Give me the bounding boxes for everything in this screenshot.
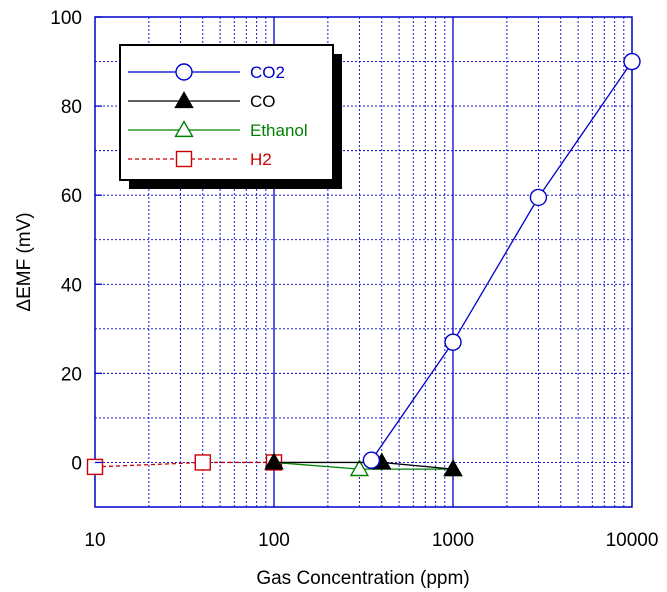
- y-tick-label: 40: [61, 275, 82, 296]
- legend-marker: [174, 91, 194, 109]
- x-tick-label: 100: [258, 530, 290, 551]
- legend-label: H2: [250, 150, 272, 169]
- y-axis-title: ΔEMF (mV): [14, 212, 35, 311]
- data-point: [194, 454, 211, 471]
- x-tick-label: 10: [84, 530, 105, 551]
- data-point: [264, 452, 284, 470]
- data-point: [623, 52, 641, 71]
- data-series: [86, 52, 641, 477]
- y-tick-label: 20: [61, 364, 82, 385]
- legend-marker: [175, 63, 193, 81]
- legend: CO2 CO Ethanol H2: [119, 44, 342, 189]
- y-tick-label: 60: [61, 186, 82, 207]
- legend-marker: [174, 120, 194, 138]
- x-axis-title: Gas Concentration (ppm): [256, 568, 469, 589]
- data-point: [444, 333, 462, 351]
- series-h2: [86, 454, 283, 476]
- data-point: [86, 458, 104, 476]
- legend-label: CO2: [250, 63, 285, 82]
- series-co2: [362, 52, 641, 469]
- series-line: [370, 61, 633, 461]
- legend-item-co2: CO2: [128, 63, 285, 82]
- data-point: [529, 188, 548, 207]
- data-point: [443, 459, 463, 477]
- x-tick-label: 10000: [606, 530, 659, 551]
- legend-box: [119, 44, 334, 181]
- y-tick-label: 100: [50, 8, 82, 29]
- plot-area-frame: [94, 16, 633, 508]
- series-line: [94, 461, 274, 468]
- x-tick-label: 1000: [432, 530, 474, 551]
- legend-marker: [175, 150, 193, 168]
- y-tick-label: 80: [61, 97, 82, 118]
- y-axis-ticks: 0 20 40 60 80 100: [50, 8, 102, 474]
- data-point: [362, 451, 381, 469]
- y-tick-label: 0: [71, 453, 82, 474]
- legend-item-ethanol: Ethanol: [128, 120, 308, 140]
- legend-item-co: CO: [128, 91, 276, 111]
- legend-label: Ethanol: [250, 121, 308, 140]
- data-point: [349, 459, 370, 477]
- legend-item-h2: H2: [128, 150, 272, 169]
- x-axis-ticks: 10 100 1000 10000: [84, 530, 658, 551]
- legend-label: CO: [250, 92, 276, 111]
